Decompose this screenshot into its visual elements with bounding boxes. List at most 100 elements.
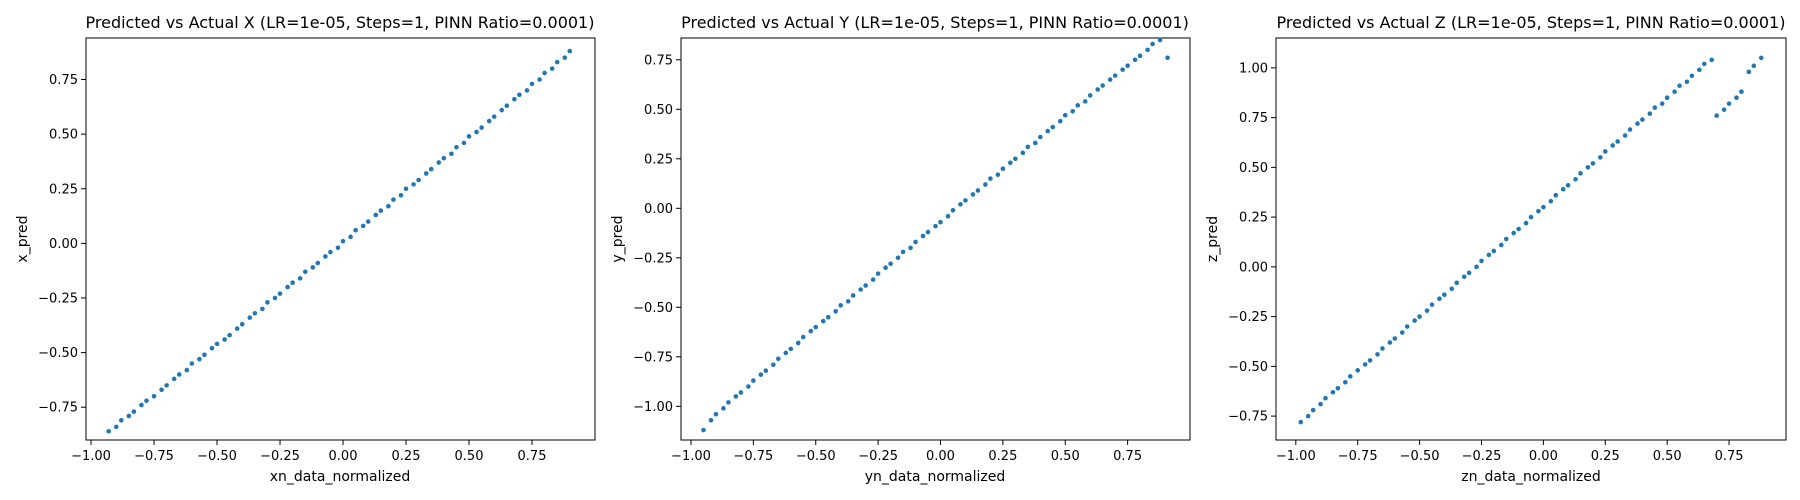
- data-point: [277, 291, 283, 296]
- x-tick-label: 0.50: [1653, 449, 1682, 464]
- x-tick-label: 0.75: [518, 449, 547, 464]
- data-point: [234, 326, 240, 331]
- data-point: [1602, 149, 1608, 154]
- data-point: [441, 155, 447, 161]
- x-tick-label: −0.25: [260, 449, 300, 464]
- data-point: [302, 269, 308, 275]
- data-point: [411, 182, 416, 187]
- data-point: [1112, 73, 1118, 78]
- x-tick-label: −0.50: [796, 449, 836, 464]
- y-tick-label: 0.75: [1239, 111, 1268, 126]
- data-point: [883, 265, 888, 271]
- data-point: [272, 295, 278, 301]
- data-point: [900, 249, 906, 255]
- data-point: [813, 324, 819, 330]
- data-point: [118, 418, 124, 423]
- xlabel-x: xn_data_normalized: [270, 469, 411, 485]
- data-point: [1689, 73, 1695, 79]
- data-point: [1578, 171, 1583, 176]
- y-tick-label: 0.75: [644, 53, 673, 68]
- data-point: [1479, 258, 1484, 264]
- data-point: [1107, 77, 1113, 82]
- data-point: [1573, 177, 1578, 182]
- y-tick-label: −0.25: [633, 251, 673, 266]
- y-tick-label: −0.25: [1228, 310, 1268, 325]
- data-point: [783, 350, 789, 356]
- data-point: [562, 55, 568, 60]
- data-point: [1553, 192, 1559, 198]
- data-point: [436, 160, 442, 165]
- data-point: [1746, 69, 1752, 75]
- data-point: [499, 107, 505, 113]
- data-point: [721, 406, 726, 411]
- data-point: [517, 92, 522, 98]
- data-point: [529, 81, 535, 87]
- x-tick-label: 0.25: [988, 449, 1017, 464]
- data-point: [995, 172, 1001, 177]
- data-point: [838, 303, 843, 308]
- data-point: [933, 223, 938, 229]
- data-point: [1057, 118, 1063, 124]
- data-point: [1726, 101, 1732, 106]
- data-point: [825, 314, 831, 320]
- data-point: [378, 208, 384, 213]
- points-y: [701, 37, 1170, 433]
- subplot-z: Predicted vs Actual Z (LR=1e-05, Steps=1…: [1205, 13, 1787, 485]
- y-tick-label: 0.25: [644, 152, 673, 167]
- xlabel-y: yn_data_normalized: [865, 469, 1006, 485]
- data-point: [800, 334, 806, 340]
- subplot-y: Predicted vs Actual Y (LR=1e-05, Steps=1…: [610, 13, 1191, 485]
- x-tick-label: −0.75: [1338, 449, 1378, 464]
- data-point: [1677, 83, 1682, 89]
- yticks-x: −0.75 −0.50 −0.25 0.00 0.25 0.50 0.75: [38, 73, 86, 416]
- ylabel-z: z_pred: [1205, 216, 1221, 262]
- data-point: [1013, 156, 1018, 162]
- y-tick-label: −0.75: [38, 401, 78, 416]
- ylabel-y: y_pred: [610, 215, 626, 262]
- x-tick-label: 0.00: [329, 449, 358, 464]
- data-point: [1045, 128, 1051, 134]
- x-tick-label: −1.00: [671, 449, 711, 464]
- y-tick-label: 0.00: [1239, 260, 1268, 275]
- data-point: [1417, 314, 1422, 319]
- data-point: [1305, 413, 1311, 419]
- data-point: [1387, 340, 1393, 345]
- data-point: [252, 310, 258, 316]
- y-tick-label: −0.75: [1228, 410, 1268, 425]
- data-point: [1095, 87, 1100, 92]
- data-point: [1318, 401, 1323, 407]
- data-point: [1050, 124, 1056, 130]
- ylabel-x: x_pred: [15, 215, 31, 262]
- data-point: [1075, 103, 1081, 108]
- data-point: [131, 409, 137, 414]
- data-point: [1375, 352, 1380, 357]
- data-point: [1498, 242, 1504, 248]
- data-point: [1548, 198, 1554, 204]
- data-point: [858, 287, 863, 292]
- data-point: [958, 202, 963, 207]
- data-point: [1362, 362, 1368, 367]
- data-point: [1590, 161, 1596, 166]
- data-point: [365, 219, 371, 224]
- data-point: [1684, 79, 1690, 85]
- data-point: [290, 280, 295, 286]
- y-tick-label: 0.25: [49, 182, 78, 197]
- data-point: [1739, 89, 1744, 95]
- y-tick-label: 1.00: [1239, 61, 1268, 76]
- data-point: [1404, 324, 1410, 329]
- data-point: [491, 114, 497, 119]
- data-point: [795, 340, 801, 346]
- y-tick-label: −0.25: [38, 291, 78, 306]
- data-point: [763, 368, 769, 373]
- data-point: [1399, 330, 1405, 335]
- data-point: [1491, 248, 1497, 254]
- data-point: [113, 424, 119, 430]
- data-point: [988, 176, 993, 181]
- y-tick-label: 0.50: [49, 128, 78, 143]
- data-point: [850, 293, 856, 298]
- data-point: [758, 372, 764, 377]
- x-tick-label: −0.50: [1400, 449, 1440, 464]
- data-point: [788, 346, 794, 352]
- data-point: [454, 144, 459, 150]
